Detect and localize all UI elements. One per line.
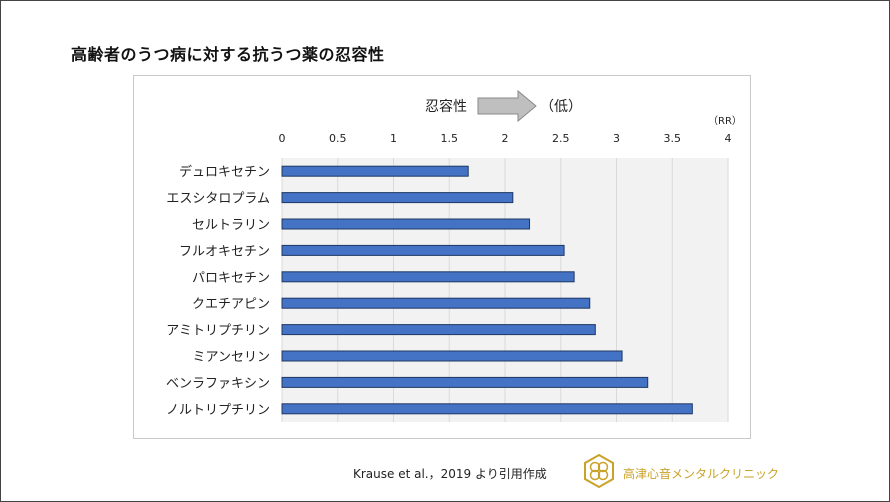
category-label: フルオキセチン — [179, 244, 270, 259]
category-label: アミトリプチリン — [166, 324, 270, 339]
category-label: エスシタロプラム — [166, 192, 270, 207]
bar — [281, 218, 531, 230]
slide-title: 高齢者のうつ病に対する抗うつ薬の忍容性 — [71, 45, 385, 64]
x-tick-label: 3.5 — [664, 132, 682, 145]
bar — [281, 244, 565, 256]
bar — [281, 192, 514, 204]
clinic-logo-icon — [584, 453, 614, 489]
x-tick-label: 0.5 — [329, 132, 347, 145]
x-tick-label: 2 — [502, 132, 509, 145]
low-label: （低） — [540, 99, 582, 115]
bar — [281, 165, 469, 177]
x-tick-label: 0 — [279, 132, 286, 145]
tolerability-label: 忍容性 — [425, 98, 467, 115]
bar — [281, 271, 575, 283]
right-arrow-icon — [477, 89, 537, 123]
category-label: ノルトリプチリン — [166, 403, 270, 418]
category-label: デュロキセチン — [179, 164, 270, 180]
x-tick-label: 1.5 — [441, 132, 459, 145]
source-citation: Krause et al.，2019 より引用作成 — [353, 467, 547, 481]
category-label: ベンラファキシン — [166, 376, 270, 391]
clinic-name: 高津心音メンタルクリニック — [623, 467, 780, 481]
bar — [281, 403, 693, 415]
chart-container: 0 0.5 1 1.5 2 2.5 3 3.5 4 デュロキセチンエスシタロプラムセルトラリンフ… — [133, 75, 751, 439]
x-tick-label: 4 — [725, 132, 732, 145]
category-label: ミアンセリン — [193, 350, 270, 365]
bar-chart: 0 0.5 1 1.5 2 2.5 3 3.5 4 デュロキセチンエスシタロプラムセルトラリンフ… — [166, 89, 742, 422]
category-label: クエチアピン — [192, 297, 270, 312]
x-tick-label: 3 — [613, 132, 620, 145]
bars — [281, 165, 693, 415]
x-tick-label: 1 — [390, 132, 397, 145]
bar — [281, 324, 596, 336]
category-labels: デュロキセチンエスシタロプラムセルトラリンフルオキセチンパロキセチンクエチアピン… — [166, 164, 270, 418]
rr-unit-label: （RR） — [708, 115, 742, 127]
category-label: パロキセチン — [192, 271, 270, 286]
x-tick-labels: 0 0.5 1 1.5 2 2.5 3 3.5 4 — [279, 132, 732, 145]
bar — [281, 376, 649, 388]
bar — [281, 350, 623, 362]
category-label: セルトラリン — [192, 218, 270, 233]
x-tick-label: 2.5 — [552, 132, 570, 145]
bar — [281, 297, 591, 309]
